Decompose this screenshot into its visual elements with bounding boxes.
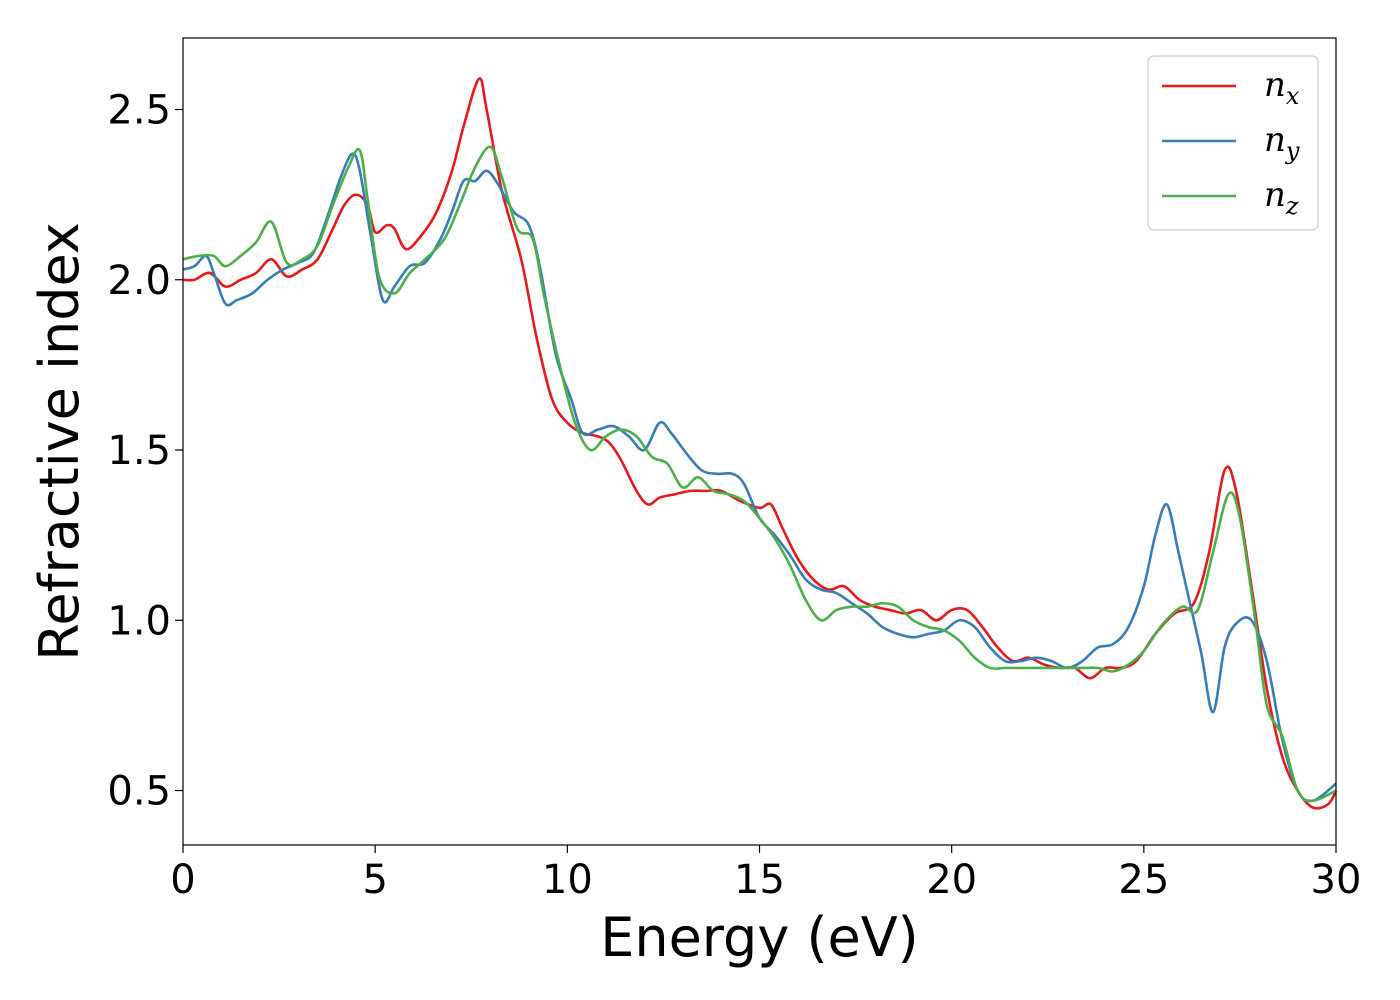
x-axis-ticks: 0 5 10 15 20 25 30	[170, 845, 1361, 903]
x-axis-label: Energy (eV)	[600, 906, 919, 969]
series-line-n-z	[182, 145, 1337, 803]
y-tick-label: 1.5	[107, 428, 171, 474]
legend-box	[1147, 55, 1319, 231]
y-tick-label: 2.0	[107, 258, 171, 304]
x-tick-label: 5	[362, 857, 387, 903]
x-tick-label: 20	[926, 857, 977, 903]
y-tick-label: 1.0	[107, 598, 171, 644]
series-line-n-y	[182, 152, 1337, 803]
x-tick-label: 10	[542, 857, 593, 903]
x-tick-label: 15	[734, 857, 785, 903]
y-axis-label: Refractive index	[28, 222, 91, 661]
y-tick-label: 0.5	[107, 769, 171, 815]
plot-background	[183, 38, 1336, 845]
y-tick-label: 2.5	[107, 88, 171, 134]
y-axis-ticks: 0.5 1.0 1.5 2.0 2.5	[107, 88, 183, 815]
series-layer	[182, 77, 1338, 810]
x-tick-label: 30	[1311, 857, 1362, 903]
x-tick-label: 25	[1118, 857, 1169, 903]
x-tick-label: 0	[170, 857, 195, 903]
